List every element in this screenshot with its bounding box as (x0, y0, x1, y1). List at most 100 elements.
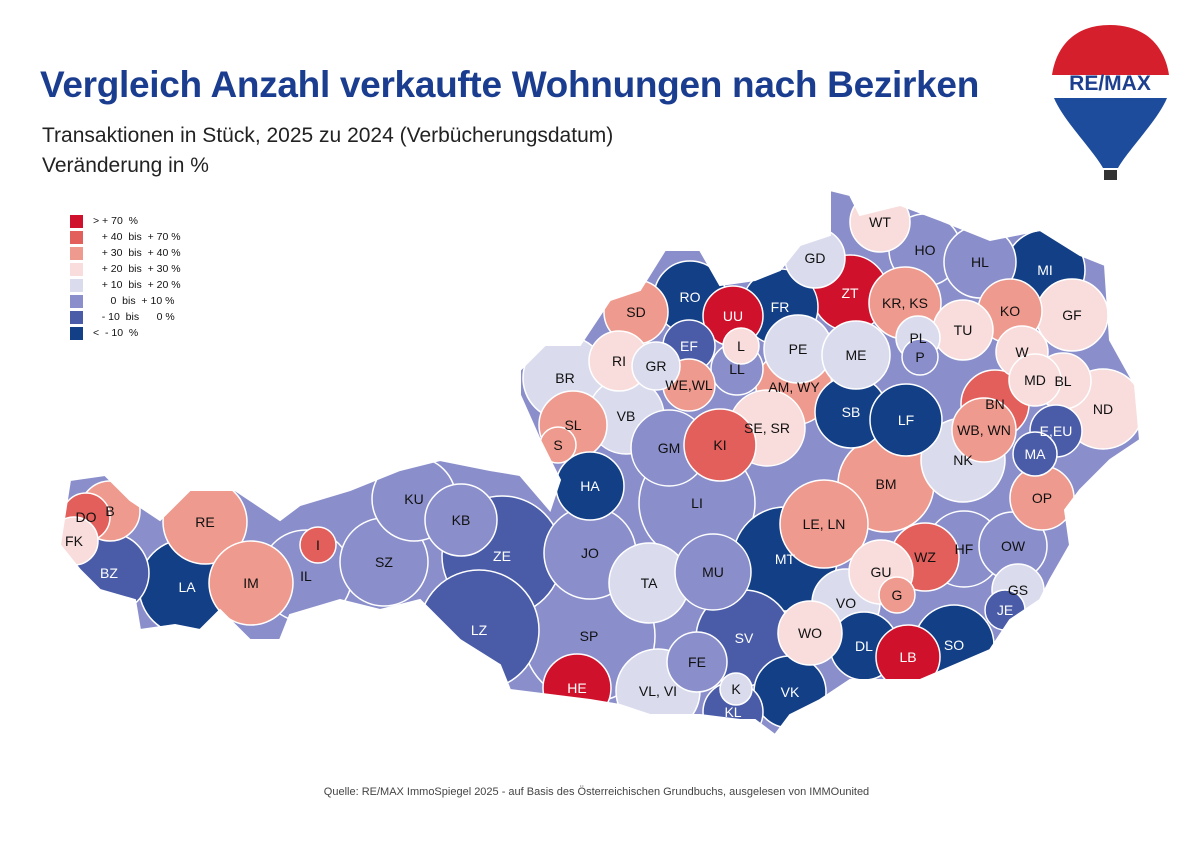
district-label: K (731, 681, 741, 697)
district-label: VK (781, 684, 800, 700)
district-label: BN (985, 396, 1004, 412)
district-fe[interactable] (666, 631, 728, 693)
district-label: SB (842, 404, 861, 420)
page-title: Vergleich Anzahl verkaufte Wohnungen nac… (40, 64, 979, 105)
district-label: VB (617, 408, 636, 424)
logo-text: RE/MAX (1069, 72, 1151, 95)
district-label: AM, WY (768, 379, 820, 395)
district-label: HE (567, 680, 586, 696)
district-label: W (1015, 344, 1029, 360)
district-label: P (915, 349, 924, 365)
legend-swatch (70, 230, 83, 244)
legend-swatch (70, 246, 83, 260)
district-label: JO (581, 545, 599, 561)
district-label: GM (658, 440, 681, 456)
district-label: DL (855, 638, 873, 654)
legend-item: + 30 bis + 40 % (70, 245, 181, 261)
district-label: LF (898, 412, 914, 428)
district-label: WO (798, 625, 822, 641)
district-label: LL (729, 361, 745, 377)
legend-item: - 10 bis 0 % (70, 309, 181, 325)
district-label: IM (243, 575, 259, 591)
legend: > + 70 % + 40 bis + 70 % + 30 bis + 40 %… (70, 213, 181, 341)
district-k[interactable] (719, 672, 753, 706)
district-label: PL (909, 330, 926, 346)
district-label: RI (612, 353, 626, 369)
district-label: BM (876, 476, 897, 492)
district-me[interactable] (821, 320, 891, 390)
district-wb-wn[interactable] (951, 397, 1017, 463)
legend-swatch (70, 294, 83, 308)
district-label: SP (580, 628, 599, 644)
district-l[interactable] (722, 327, 760, 365)
district-label: VO (836, 595, 856, 611)
district-label: KR, KS (882, 295, 928, 311)
district-label: HF (955, 541, 974, 557)
district-label: RO (680, 289, 701, 305)
district-gr[interactable] (631, 341, 681, 391)
district-kb[interactable] (424, 483, 498, 557)
district-label: SV (735, 630, 754, 646)
legend-item: + 20 bis + 30 % (70, 261, 181, 277)
district-label: MI (1037, 262, 1053, 278)
district-label: IL (300, 568, 312, 584)
district-label: MA (1025, 446, 1047, 462)
district-md[interactable] (1008, 353, 1062, 407)
district-label: PE (789, 341, 808, 357)
district-i[interactable] (299, 526, 337, 564)
district-label: KU (404, 491, 423, 507)
district-wo[interactable] (777, 600, 843, 666)
legend-swatch (70, 326, 83, 340)
district-label: BL (1054, 373, 1071, 389)
district-mu[interactable] (674, 533, 752, 611)
legend-label: + 20 bis + 30 % (93, 263, 181, 275)
district-label: WZ (914, 549, 936, 565)
district-label: BR (555, 370, 574, 386)
district-label: UU (723, 308, 743, 324)
district-label: B (105, 503, 114, 519)
legend-swatch (70, 278, 83, 292)
district-ki[interactable] (683, 408, 757, 482)
district-label: WE,WL (665, 377, 713, 393)
district-im[interactable] (208, 540, 294, 626)
district-label: SL (564, 417, 581, 433)
district-label: ZE (493, 548, 511, 564)
district-label: LA (178, 579, 196, 595)
district-label: MU (702, 564, 724, 580)
district-le-ln[interactable] (779, 479, 869, 569)
district-label: KO (1000, 303, 1020, 319)
district-label: OP (1032, 490, 1052, 506)
subtitle: Transaktionen in Stück, 2025 zu 2024 (Ve… (42, 124, 614, 147)
district-g[interactable] (878, 576, 916, 614)
legend-label: - 10 bis 0 % (93, 311, 175, 323)
district-label: FR (771, 299, 790, 315)
legend-item: + 40 bis + 70 % (70, 229, 181, 245)
district-label: FK (65, 533, 84, 549)
district-label: KL (724, 704, 741, 720)
district-label: GU (871, 564, 892, 580)
district-label: ND (1093, 401, 1113, 417)
district-ma[interactable] (1012, 431, 1058, 477)
district-label: SD (626, 304, 645, 320)
district-label: HL (971, 254, 989, 270)
district-label: WT (869, 214, 891, 230)
district-label: LB (899, 649, 916, 665)
district-label: EF (680, 338, 698, 354)
district-label: SO (944, 637, 964, 653)
legend-label: + 10 bis + 20 % (93, 279, 181, 291)
district-label: SZ (375, 554, 393, 570)
district-lf[interactable] (869, 383, 943, 457)
district-label: FE (688, 654, 706, 670)
legend-swatch (70, 310, 83, 324)
legend-label: 0 bis + 10 % (93, 295, 175, 307)
legend-item: 0 bis + 10 % (70, 293, 181, 309)
district-p[interactable] (901, 338, 939, 376)
district-label: LZ (471, 622, 488, 638)
legend-swatch (70, 262, 83, 276)
district-label: LI (691, 495, 703, 511)
district-label: WB, WN (957, 422, 1011, 438)
district-label: OW (1001, 538, 1026, 554)
district-label: KB (452, 512, 471, 528)
